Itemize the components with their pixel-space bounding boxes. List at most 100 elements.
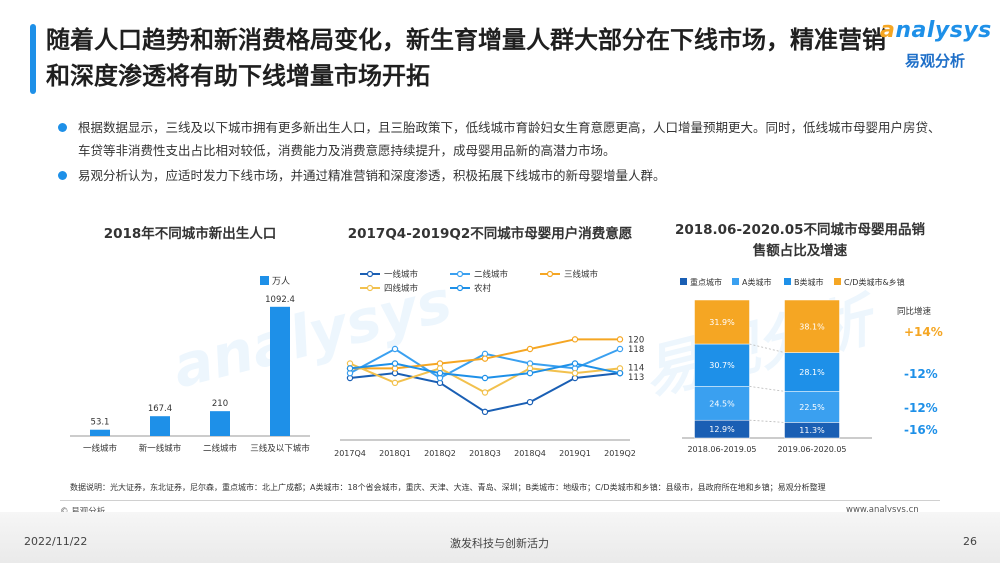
data-label: 210 [212, 399, 228, 409]
data-point [571, 360, 579, 367]
data-point [616, 369, 624, 377]
growth-title: 同比增速 [897, 306, 932, 317]
tick-label: 2018Q2 [424, 449, 456, 458]
data-label: 24.5% [709, 399, 735, 408]
chart3-title: 2018.06-2020.05不同城市母婴用品销售额占比及增速 [674, 222, 926, 259]
data-point [391, 345, 399, 353]
footer-divider [60, 500, 940, 501]
bar [270, 306, 290, 436]
data-label: 53.1 [91, 418, 110, 428]
data-label: 1092.4 [265, 295, 295, 305]
data-point [391, 360, 399, 367]
legend-marker [366, 284, 374, 292]
stack-segment [694, 343, 750, 387]
legend-label: A类城市 [742, 277, 771, 287]
data-point [436, 369, 444, 377]
legend-label: 万人 [272, 276, 290, 287]
data-label: 28.1% [799, 368, 825, 377]
page-title: 随着人口趋势和新消费格局变化，新生育增量人群大部分在下线市场，精准营销和深度渗透… [46, 26, 886, 90]
data-point [391, 379, 399, 387]
date: 2022/11/22 [24, 535, 88, 548]
data-label: 31.9% [709, 318, 735, 327]
data-label: 167.4 [148, 404, 172, 414]
legend-label: 二线城市 [474, 269, 509, 280]
legend-label: C/D类城市&乡镇 [844, 277, 905, 287]
legend-label: B类城市 [794, 277, 824, 287]
legend-swatch [834, 278, 841, 285]
growth-value: -12% [904, 401, 938, 415]
legend-marker [456, 284, 464, 292]
connector-line [749, 385, 785, 392]
data-point [481, 374, 489, 382]
connector-line [749, 343, 785, 353]
tick-label: 2017Q4 [334, 449, 366, 458]
bar [210, 411, 230, 436]
tick-label: 三线及以下城市 [250, 443, 310, 454]
legend-marker [366, 270, 374, 278]
data-point [571, 369, 579, 377]
data-point [481, 408, 489, 416]
data-point [526, 345, 534, 353]
data-point [346, 365, 354, 372]
growth-value: -12% [904, 367, 938, 381]
logo-prefix: a [880, 18, 896, 43]
connector-line [749, 419, 785, 423]
legend-swatch [732, 278, 739, 285]
logo-text: nalysys [895, 18, 992, 43]
legend-swatch [260, 276, 269, 285]
tick-label: 2018Q3 [469, 449, 501, 458]
bar [90, 429, 110, 436]
bullet-item: 易观分析认为，应适时发力下线市场，并通过精准营销和深度渗透，积极拓展下线城市的新… [58, 164, 948, 187]
data-point [481, 389, 489, 396]
data-point [616, 336, 624, 343]
data-label: 22.5% [799, 403, 825, 412]
tick-label: 一线城市 [83, 443, 118, 454]
data-label: 38.1% [799, 322, 825, 331]
legend-marker [546, 270, 554, 278]
stack-segment [694, 386, 750, 421]
legend-swatch [680, 278, 687, 285]
data-point [571, 336, 579, 343]
chart1-svg: 万人 53.1 一线城市 167.4 新一线城市 210 二线城市 1092.4 三线及以下城市 [70, 276, 310, 454]
data-point [526, 369, 534, 377]
stack-segment [694, 299, 750, 345]
logo-cn: 易观分析 [905, 52, 966, 70]
end-label: 113 [628, 373, 644, 383]
chart2-title: 2017Q4-2019Q2不同城市母婴用户消费意愿 [347, 226, 633, 242]
legend-label: 一线城市 [384, 269, 419, 280]
end-label: 120 [628, 335, 644, 345]
bullet-item: 根据数据显示，三线及以下城市拥有更多新出生人口，且三胎政策下，低线城市育龄妇女生… [58, 116, 948, 162]
data-label: 30.7% [709, 361, 735, 370]
tick-label: 2018Q4 [514, 449, 546, 458]
tick-label: 新一线城市 [139, 443, 182, 454]
chart1-title: 2018年不同城市新出生人口 [103, 226, 277, 242]
bottom-band [0, 512, 1000, 563]
legend-marker [456, 270, 464, 278]
website-link[interactable]: www.analysys.cn [846, 505, 919, 515]
tick-label: 2019Q1 [559, 449, 591, 458]
data-point [481, 355, 489, 362]
page-number: 26 [963, 535, 977, 548]
tick-label: 2018.06-2019.05 [687, 445, 756, 454]
tick-label: 2018Q1 [379, 449, 411, 458]
legend-label: 三线城市 [564, 269, 599, 280]
bullet-list: 根据数据显示，三线及以下城市拥有更多新出生人口，且三胎政策下，低线城市育龄妇女生… [58, 116, 948, 189]
stack-segment [784, 299, 840, 353]
data-label: 12.9% [709, 425, 735, 434]
tick-label: 2019Q2 [604, 449, 636, 458]
logo: analysys [880, 18, 992, 43]
end-label: 114 [628, 363, 644, 373]
end-label: 118 [628, 345, 644, 355]
slogan: 激发科技与创新活力 [450, 537, 549, 550]
chart3-svg: 重点城市 A类城市 B类城市 C/D类城市&乡镇 12.9% 24.5% 30.7% 31.9… [680, 277, 943, 454]
data-point [526, 398, 534, 406]
legend-label: 重点城市 [690, 277, 722, 287]
tick-label: 二线城市 [203, 443, 238, 454]
title-accent-bar [30, 24, 36, 94]
growth-value: -16% [904, 423, 938, 437]
data-note: 数据说明：光大证券，东北证券，尼尔森，重点城市：北上广成都；A类城市：18个省会… [70, 483, 826, 492]
tick-label: 2019.06-2020.05 [777, 445, 846, 454]
legend-swatch [784, 278, 791, 285]
stack-segment [784, 391, 840, 423]
